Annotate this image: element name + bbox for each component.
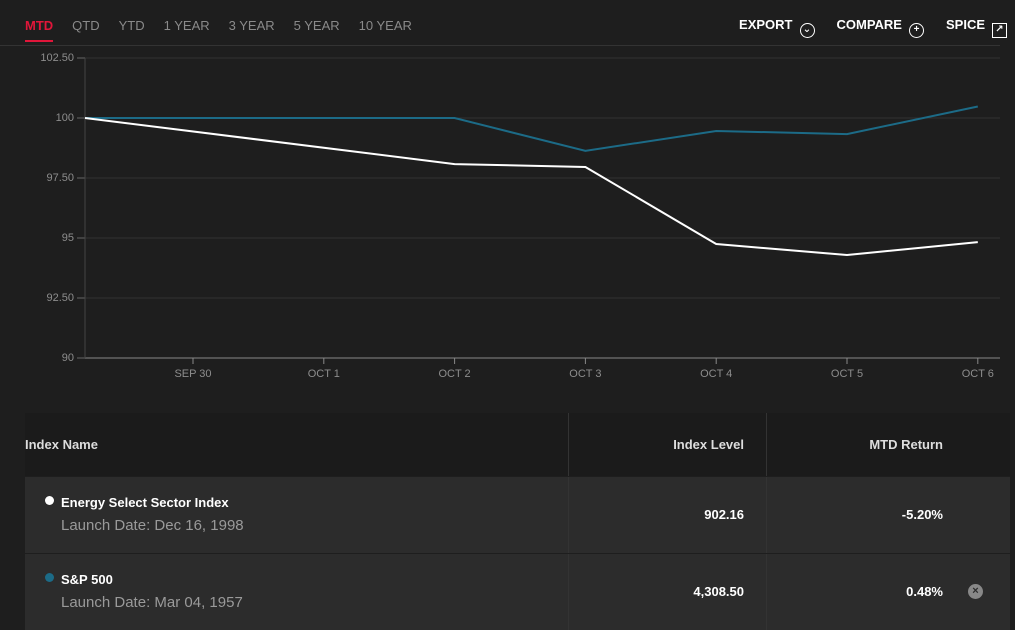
- tab[interactable]: MTD: [25, 18, 54, 42]
- header-cell: Index Name: [25, 437, 98, 452]
- table-header: Index Name Index Level MTD Return: [25, 413, 1010, 476]
- x-tick-label: OCT 4: [700, 368, 732, 380]
- table-row: Energy Select Sector Index Launch Date: D…: [25, 476, 1010, 553]
- chart: 90 92.50 95 97.50 100 102.50 SEP 30 OCT 1 OCT 2 O…: [40, 52, 1000, 380]
- tab[interactable]: QTD: [72, 18, 100, 33]
- cell: 4,308.50: [568, 554, 766, 630]
- icon: ↗: [992, 23, 1007, 38]
- tab[interactable]: 5 YEAR: [293, 18, 340, 33]
- y-tick-label: 90: [62, 352, 74, 364]
- header-cell: Index Level: [568, 413, 766, 476]
- x-tick-label: OCT 5: [831, 368, 863, 380]
- launch-date: Launch Date: Dec 16, 1998: [61, 517, 244, 534]
- tab[interactable]: 1 YEAR: [163, 18, 210, 33]
- x-tick-label: OCT 2: [438, 368, 470, 380]
- spice-link[interactable]: SPICE ↗: [946, 17, 1007, 38]
- y-tick-label: 100: [56, 112, 74, 124]
- y-tick-label: 102.50: [40, 52, 74, 64]
- icon: +: [908, 23, 924, 38]
- x-tick-label: OCT 6: [962, 368, 994, 380]
- remove-button[interactable]: ×: [968, 584, 983, 599]
- launch-date: Launch Date: Mar 04, 1957: [61, 594, 243, 611]
- label: EXPORT: [739, 17, 793, 32]
- tab[interactable]: 3 YEAR: [228, 18, 275, 33]
- label: COMPARE: [836, 17, 902, 32]
- tab[interactable]: YTD: [118, 18, 145, 33]
- x-tick-label: OCT 1: [308, 368, 340, 380]
- cell: 902.16: [568, 477, 766, 553]
- tabs: MTD QTD YTD 1 YEAR 3 YEAR 5 YEAR 10 YEAR: [25, 18, 412, 42]
- table-row: S&P 500 Launch Date: Mar 04, 1957 4,308.5…: [25, 553, 1010, 630]
- tab[interactable]: 10 YEAR: [358, 18, 412, 33]
- value: 0.48%: [906, 584, 943, 599]
- x-tick-label: SEP 30: [174, 368, 211, 380]
- cell: S&P 500 Launch Date: Mar 04, 1957: [25, 554, 568, 630]
- series-line: [85, 105, 979, 152]
- y-tick-label: 95: [62, 232, 74, 244]
- index-table: Index Name Index Level MTD Return Energy…: [25, 413, 1010, 630]
- legend-dot: [45, 573, 54, 582]
- y-tick-label: 97.50: [46, 172, 74, 184]
- legend-dot: [45, 496, 54, 505]
- compare-button[interactable]: COMPARE +: [837, 17, 924, 38]
- export-button[interactable]: EXPORT ⌄: [739, 17, 815, 38]
- series-line: [84, 117, 978, 257]
- divider: [0, 45, 1000, 46]
- icon: ⌄: [799, 23, 815, 38]
- actions: EXPORT ⌄ COMPARE + SPICE ↗: [739, 17, 1007, 38]
- y-tick-label: 92.50: [46, 292, 74, 304]
- cell: 0.48% ×: [766, 554, 1009, 630]
- cell: -5.20%: [766, 477, 1009, 553]
- label: SPICE: [945, 17, 985, 32]
- cell: Energy Select Sector Index Launch Date: D…: [25, 477, 568, 553]
- x-tick-label: OCT 3: [569, 368, 601, 380]
- header-cell: MTD Return: [766, 413, 1009, 476]
- index-name: Energy Select Sector Index: [61, 495, 229, 510]
- index-name: S&P 500: [61, 572, 113, 587]
